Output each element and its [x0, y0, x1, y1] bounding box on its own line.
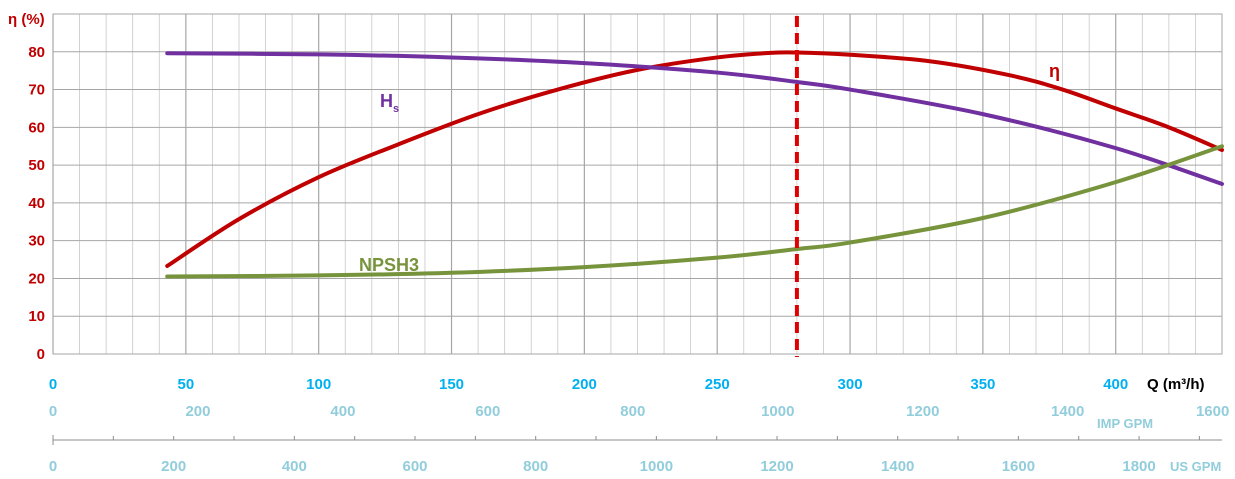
y-tick-label: 30: [28, 233, 45, 250]
grid: [52, 13, 1223, 355]
imp-gpm-tick-label: 1200: [906, 403, 939, 420]
imp-gpm-tick-label: 600: [475, 403, 500, 420]
us-gpm-tick-label: 0: [49, 458, 57, 475]
npsh3-curve-label: NPSH3: [359, 255, 419, 275]
us-gpm-tick-label: 1400: [881, 458, 914, 475]
y-tick-label: 50: [28, 157, 45, 174]
hs-label-main: H: [380, 91, 393, 111]
x-tick-label: 0: [49, 376, 57, 393]
us-gpm-tick-label: 1600: [1002, 458, 1035, 475]
series-lines: [165, 50, 1224, 279]
imp-gpm-tick-label: 1400: [1051, 403, 1084, 420]
eta-curve-label: η: [1049, 61, 1060, 81]
us-gpm-unit-label: US GPM: [1170, 459, 1221, 474]
y-axis-ticks: 0 10 20 30 40 50 60 70 80: [28, 44, 45, 363]
us-gpm-tick-label: 800: [523, 458, 548, 475]
x-tick-label: 350: [970, 376, 995, 393]
efficiency-curve: [165, 50, 1224, 268]
y-tick-label: 60: [28, 119, 45, 136]
y-tick-label: 20: [28, 270, 45, 287]
us-gpm-tick-label: 200: [161, 458, 186, 475]
us-gpm-axis: 0 200 400 600 800 1000 1200 1400 1600 1800: [49, 435, 1222, 475]
x-tick-label: 150: [439, 376, 464, 393]
imp-gpm-tick-label: 400: [330, 403, 355, 420]
y-tick-label: 10: [28, 308, 45, 325]
x-tick-label: 250: [705, 376, 730, 393]
x-tick-label: 300: [838, 376, 863, 393]
y-axis-label: η (%): [8, 11, 45, 28]
us-gpm-tick-label: 400: [282, 458, 307, 475]
us-gpm-tick-label: 1000: [640, 458, 673, 475]
imp-gpm-tick-label: 800: [620, 403, 645, 420]
y-tick-label: 70: [28, 82, 45, 99]
us-gpm-tick-label: 1200: [760, 458, 793, 475]
y-tick-label: 80: [28, 44, 45, 61]
imp-gpm-tick-label: 1600: [1196, 403, 1229, 420]
imp-gpm-unit-label: IMP GPM: [1097, 416, 1153, 431]
x-axis-ticks: 0 50 100 150 200 250 300 350 400: [49, 376, 1128, 393]
x-axis-label: Q (m³/h): [1147, 376, 1205, 393]
us-gpm-tick-label: 600: [403, 458, 428, 475]
imp-gpm-tick-label: 200: [185, 403, 210, 420]
x-tick-label: 100: [306, 376, 331, 393]
imp-gpm-tick-label: 0: [49, 403, 57, 420]
npsh3-curve: [165, 144, 1224, 279]
x-tick-label: 400: [1103, 376, 1128, 393]
imp-gpm-axis-ticks: 0 200 400 600 800 1000 1200 1400 1600: [49, 403, 1230, 420]
imp-gpm-tick-label: 1000: [761, 403, 794, 420]
y-tick-label: 0: [37, 346, 45, 363]
us-gpm-tick-label: 1800: [1122, 458, 1155, 475]
x-tick-label: 50: [177, 376, 194, 393]
hs-curve: [165, 51, 1224, 186]
x-tick-label: 200: [572, 376, 597, 393]
y-tick-label: 40: [28, 195, 45, 212]
hs-label-subscript: s: [393, 103, 399, 115]
hs-curve-label: Hs: [380, 91, 399, 115]
